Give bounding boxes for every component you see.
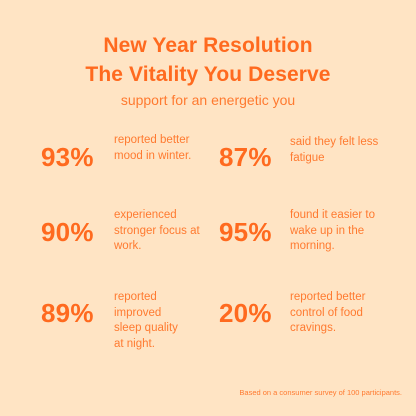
stat-text-focus: experienced stronger focus at work.	[114, 209, 200, 252]
footnote: Based on a consumer survey of 100 partic…	[239, 388, 402, 397]
stat-text-cravings: reported better control of food cravings…	[290, 291, 366, 334]
headline-line-1: New Year Resolution	[103, 34, 313, 57]
stat-text-wake: found it easier to wake up in the mornin…	[290, 209, 376, 252]
stat-percent-focus: 90%	[41, 217, 94, 247]
subheadline: support for an energetic you	[120, 92, 296, 108]
stat-percent-fatigue: 87%	[219, 142, 272, 172]
headline-line-2: The Vitality You Deserve	[85, 63, 331, 86]
stat-percent-cravings: 20%	[219, 298, 272, 328]
stat-text-fatigue: said they felt less fatigue	[290, 136, 379, 164]
stat-percent-wake: 95%	[219, 217, 272, 247]
stat-percent-mood: 93%	[41, 142, 94, 172]
stat-percent-sleep: 89%	[41, 298, 94, 328]
stat-text-mood: reported better mood in winter.	[114, 134, 192, 162]
stat-text-sleep: reported improved sleep quality at night…	[114, 291, 178, 350]
